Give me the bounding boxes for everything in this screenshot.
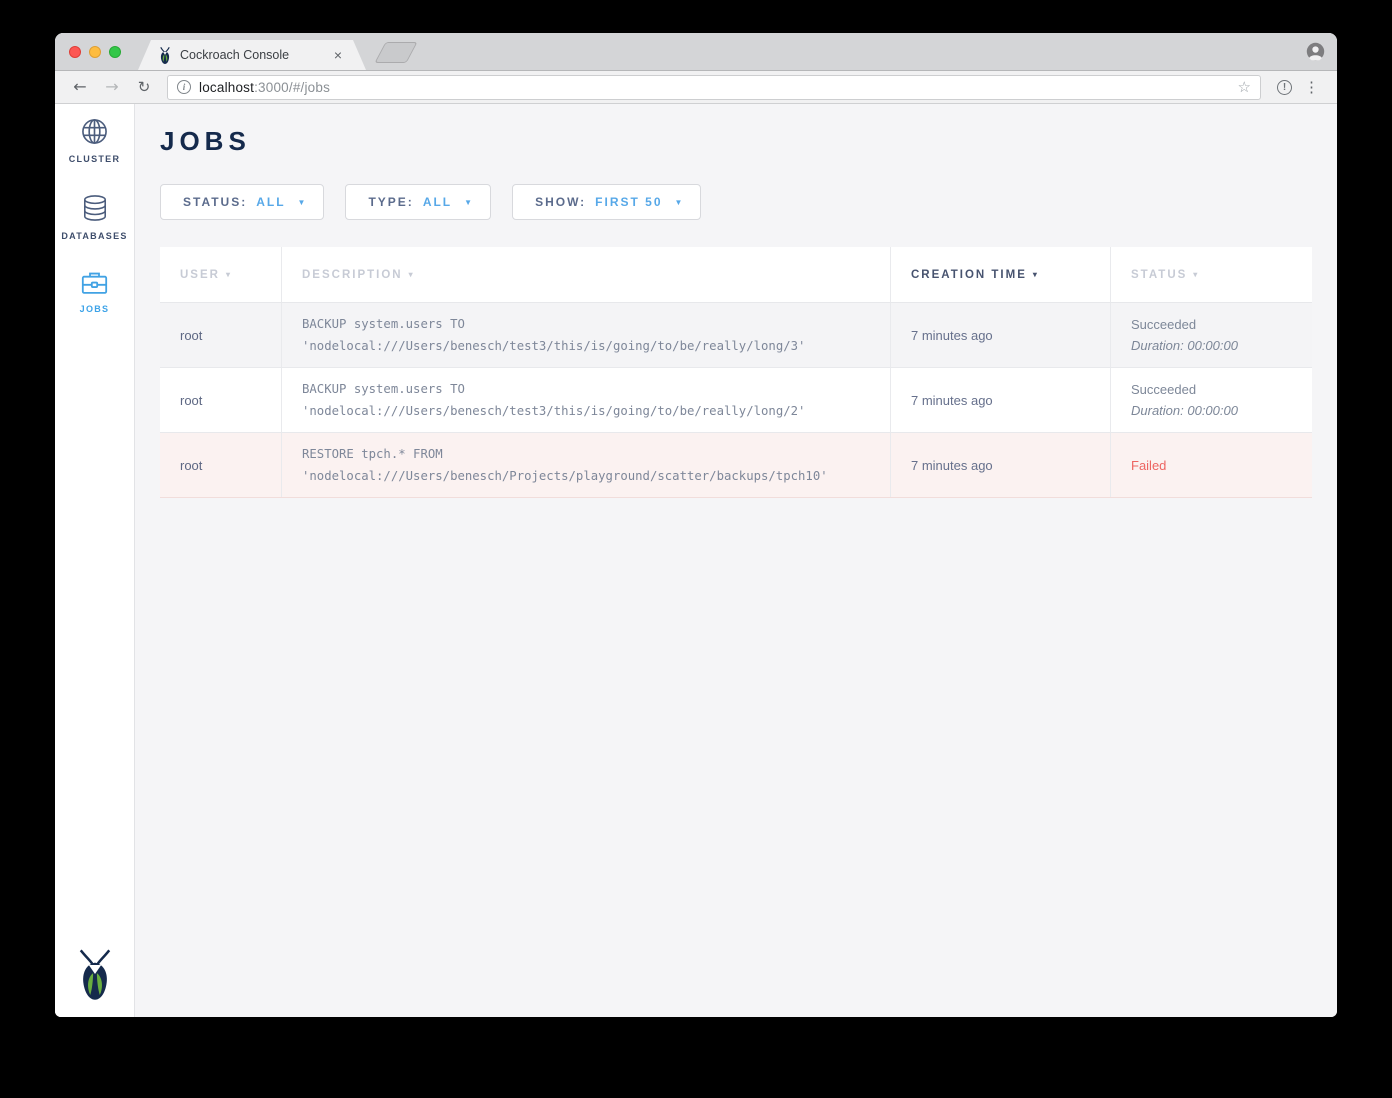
- type-filter-dropdown[interactable]: TYPE: ALL ▼: [345, 184, 492, 220]
- chrome-menu-icon[interactable]: ⋮: [1304, 79, 1319, 96]
- sidebar-item-label: CLUSTER: [68, 154, 121, 164]
- filter-bar: STATUS: ALL ▼ TYPE: ALL ▼ SHOW: FIRST 50…: [160, 184, 1312, 220]
- tab-strip: Cockroach Console ×: [55, 33, 1337, 71]
- sort-arrow-icon: ▾: [1032, 270, 1039, 279]
- job-user: root: [180, 327, 203, 343]
- column-header-label: DESCRIPTION: [302, 268, 403, 281]
- status-filter-dropdown[interactable]: STATUS: ALL ▼: [160, 184, 325, 220]
- jobs-table: USER ▾ DESCRIPTION ▾ CREATION TIME ▾ STA…: [160, 247, 1312, 498]
- column-header-label: CREATION TIME: [911, 268, 1027, 281]
- jobs-page: JOBS STATUS: ALL ▼ TYPE: ALL ▼ SHOW: FIR…: [135, 104, 1337, 1017]
- window-zoom-button[interactable]: [109, 46, 121, 58]
- chevron-down-icon: ▼: [464, 197, 473, 207]
- sidebar: CLUSTER DATABASES: [55, 104, 135, 1017]
- sidebar-item-databases[interactable]: DATABASES: [61, 194, 127, 241]
- cockroach-favicon-icon: [158, 47, 172, 64]
- status-duration: Duration: 00:00:00: [1131, 338, 1238, 353]
- job-description-line2: 'nodelocal:///Users/benesch/test3/this/i…: [302, 404, 806, 418]
- job-description-line1: BACKUP system.users TO: [302, 317, 465, 331]
- chevron-down-icon: ▼: [674, 197, 683, 207]
- table-row: root RESTORE tpch.* FROM 'nodelocal:///U…: [160, 433, 1312, 498]
- window-controls: [69, 46, 121, 58]
- sort-arrow-icon: ▾: [408, 270, 415, 279]
- job-status: Succeeded Duration: 00:00:00: [1110, 368, 1312, 432]
- sidebar-item-jobs[interactable]: JOBS: [80, 271, 110, 314]
- site-info-icon[interactable]: i: [177, 80, 191, 94]
- job-creation-time: 7 minutes ago: [890, 368, 1110, 432]
- page-title: JOBS: [160, 126, 251, 156]
- job-description: RESTORE tpch.* FROM 'nodelocal:///Users/…: [281, 433, 890, 497]
- tab-title: Cockroach Console: [180, 48, 290, 62]
- table-row: root BACKUP system.users TO 'nodelocal:/…: [160, 368, 1312, 433]
- job-status: Failed: [1110, 433, 1312, 497]
- sort-arrow-icon: ▾: [225, 270, 232, 279]
- column-header-label: USER: [180, 268, 220, 281]
- chevron-down-icon: ▼: [297, 197, 306, 207]
- forward-icon[interactable]: →: [99, 79, 125, 95]
- reload-icon[interactable]: ↻: [131, 79, 157, 95]
- table-header-row: USER ▾ DESCRIPTION ▾ CREATION TIME ▾ STA…: [160, 247, 1312, 303]
- browser-toolbar: ← → ↻ i localhost:3000/#/jobs ☆ ! ⋮: [55, 71, 1337, 104]
- job-creation-time: 7 minutes ago: [890, 433, 1110, 497]
- window-close-button[interactable]: [69, 46, 81, 58]
- filter-label: TYPE:: [368, 195, 414, 209]
- browser-window: Cockroach Console × ← → ↻ i localhost:30…: [55, 33, 1337, 1017]
- table-row: root BACKUP system.users TO 'nodelocal:/…: [160, 303, 1312, 368]
- filter-label: SHOW:: [535, 195, 587, 209]
- new-tab-button[interactable]: [374, 42, 418, 63]
- back-icon[interactable]: ←: [67, 79, 93, 95]
- job-description-line1: RESTORE tpch.* FROM: [302, 447, 443, 461]
- status-badge: Succeeded: [1131, 317, 1197, 332]
- status-badge: Failed: [1131, 457, 1167, 473]
- column-header-description[interactable]: DESCRIPTION ▾: [281, 247, 890, 302]
- url-bar[interactable]: i localhost:3000/#/jobs ☆: [167, 74, 1261, 100]
- job-status: Succeeded Duration: 00:00:00: [1110, 303, 1312, 367]
- url-host: localhost: [199, 79, 255, 95]
- profile-icon[interactable]: [1306, 42, 1325, 61]
- window-minimize-button[interactable]: [89, 46, 101, 58]
- job-description-line2: 'nodelocal:///Users/benesch/test3/this/i…: [302, 339, 806, 353]
- status-badge: Succeeded: [1131, 382, 1197, 397]
- app-content: CLUSTER DATABASES: [55, 104, 1337, 1017]
- sidebar-item-label: DATABASES: [61, 231, 128, 241]
- filter-value: ALL: [256, 195, 286, 209]
- filter-value: FIRST 50: [595, 195, 663, 209]
- extension-icon[interactable]: !: [1277, 79, 1292, 95]
- filter-label: STATUS:: [183, 195, 248, 209]
- tab-close-icon[interactable]: ×: [333, 47, 342, 63]
- job-description-line2: 'nodelocal:///Users/benesch/Projects/pla…: [302, 469, 828, 483]
- sidebar-item-cluster[interactable]: CLUSTER: [69, 118, 121, 164]
- job-user: root: [180, 392, 203, 408]
- job-description: BACKUP system.users TO 'nodelocal:///Use…: [281, 368, 890, 432]
- show-filter-dropdown[interactable]: SHOW: FIRST 50 ▼: [512, 184, 702, 220]
- job-description: BACKUP system.users TO 'nodelocal:///Use…: [281, 303, 890, 367]
- column-header-label: STATUS: [1131, 268, 1188, 281]
- column-header-creation-time[interactable]: CREATION TIME ▾: [890, 247, 1110, 302]
- bookmark-star-icon[interactable]: ☆: [1237, 78, 1251, 96]
- sidebar-item-label: JOBS: [79, 304, 110, 314]
- column-header-user[interactable]: USER ▾: [160, 247, 281, 302]
- briefcase-icon: [81, 272, 108, 294]
- sort-arrow-icon: ▾: [1193, 270, 1200, 279]
- status-duration: Duration: 00:00:00: [1131, 403, 1238, 418]
- job-creation-time: 7 minutes ago: [890, 303, 1110, 367]
- job-user: root: [180, 457, 203, 473]
- cockroach-logo-icon: [79, 949, 110, 1000]
- column-header-status[interactable]: STATUS ▾: [1110, 247, 1312, 302]
- database-icon: [83, 195, 106, 221]
- browser-tab[interactable]: Cockroach Console ×: [138, 40, 366, 70]
- url-path: :3000/#/jobs: [254, 79, 331, 95]
- filter-value: ALL: [422, 195, 453, 209]
- globe-icon: [82, 119, 107, 144]
- job-description-line1: BACKUP system.users TO: [302, 382, 465, 396]
- url-text: localhost:3000/#/jobs: [199, 80, 1230, 95]
